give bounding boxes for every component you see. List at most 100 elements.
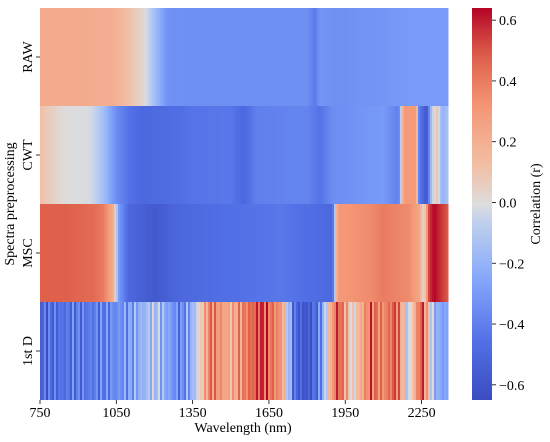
heatmap-cell bbox=[70, 106, 73, 204]
heatmap-cell bbox=[116, 106, 119, 204]
heatmap-cell bbox=[226, 204, 229, 302]
heatmap-cell bbox=[222, 106, 225, 204]
heatmap-cell bbox=[412, 204, 415, 302]
heatmap-cell bbox=[142, 204, 145, 302]
heatmap-cell bbox=[316, 204, 319, 302]
heatmap-cell bbox=[364, 8, 367, 106]
heatmap-cell bbox=[174, 8, 177, 106]
heatmap-cell bbox=[342, 8, 345, 106]
heatmap-cell bbox=[120, 302, 123, 400]
heatmap-cell bbox=[258, 302, 261, 400]
heatmap-cell bbox=[88, 204, 91, 302]
heatmap-cell bbox=[168, 302, 171, 400]
heatmap-cell bbox=[254, 204, 257, 302]
heatmap-cell bbox=[132, 106, 135, 204]
heatmap-cell bbox=[398, 8, 401, 106]
heatmap-cell bbox=[152, 8, 155, 106]
heatmap-cell bbox=[238, 106, 241, 204]
heatmap-cell bbox=[132, 8, 135, 106]
heatmap-cell bbox=[218, 8, 221, 106]
heatmap-cell bbox=[176, 8, 179, 106]
heatmap-cell bbox=[434, 302, 437, 400]
heatmap-cell bbox=[182, 8, 185, 106]
heatmap-cell bbox=[442, 302, 445, 400]
heatmap-cell bbox=[278, 204, 281, 302]
heatmap-cell bbox=[340, 106, 343, 204]
heatmap-cell bbox=[116, 302, 119, 400]
heatmap-cell bbox=[372, 302, 375, 400]
x-tick-label: 750 bbox=[30, 406, 51, 421]
heatmap-cell bbox=[274, 106, 277, 204]
heatmap-cell bbox=[414, 106, 417, 204]
heatmap-cell bbox=[78, 8, 81, 106]
heatmap-cell bbox=[158, 106, 161, 204]
heatmap-cell bbox=[382, 106, 385, 204]
heatmap-cell bbox=[156, 106, 159, 204]
heatmap-cell bbox=[66, 106, 69, 204]
heatmap-cell bbox=[252, 8, 255, 106]
heatmap-cell bbox=[414, 204, 417, 302]
heatmap-cell bbox=[52, 106, 55, 204]
heatmap-cell bbox=[290, 204, 293, 302]
heatmap-cell bbox=[338, 204, 341, 302]
heatmap-cell bbox=[408, 106, 411, 204]
heatmap-cell bbox=[192, 106, 195, 204]
heatmap-cell bbox=[240, 302, 243, 400]
heatmap-cell bbox=[234, 106, 237, 204]
heatmap-cell bbox=[268, 302, 271, 400]
heatmap-cell bbox=[338, 8, 341, 106]
heatmap-cell bbox=[156, 8, 159, 106]
heatmap-cell bbox=[180, 8, 183, 106]
heatmap-cell bbox=[264, 8, 267, 106]
heatmap-cell bbox=[424, 204, 427, 302]
heatmap-cell bbox=[40, 204, 43, 302]
heatmap-cell bbox=[444, 106, 447, 204]
heatmap-cell bbox=[244, 204, 247, 302]
heatmap-cell bbox=[72, 302, 75, 400]
heatmap-cell bbox=[44, 106, 47, 204]
heatmap-cell bbox=[154, 204, 157, 302]
heatmap-cell bbox=[110, 302, 113, 400]
heatmap-cell bbox=[266, 106, 269, 204]
heatmap-cell bbox=[438, 106, 441, 204]
heatmap-cell bbox=[204, 302, 207, 400]
heatmap-cell bbox=[110, 8, 113, 106]
heatmap-cell bbox=[304, 204, 307, 302]
heatmap-cell bbox=[50, 302, 53, 400]
heatmap-cell bbox=[106, 8, 109, 106]
heatmap-cell bbox=[198, 204, 201, 302]
heatmap-cell bbox=[78, 204, 81, 302]
heatmap-cell bbox=[296, 8, 299, 106]
heatmap-cell bbox=[278, 302, 281, 400]
heatmap-cell bbox=[312, 106, 315, 204]
heatmap-cell bbox=[346, 8, 349, 106]
heatmap-cell bbox=[400, 302, 403, 400]
heatmap-cell bbox=[184, 204, 187, 302]
heatmap-cell bbox=[42, 8, 45, 106]
heatmap-cell bbox=[116, 8, 119, 106]
heatmap-cell bbox=[100, 302, 103, 400]
heatmap-cell bbox=[362, 8, 365, 106]
heatmap-cell bbox=[176, 204, 179, 302]
heatmap-cell bbox=[352, 8, 355, 106]
heatmap-cell bbox=[402, 106, 405, 204]
heatmap-cell bbox=[64, 8, 67, 106]
heatmap-cell bbox=[428, 106, 431, 204]
heatmap-cell bbox=[428, 8, 431, 106]
heatmap-cell bbox=[302, 204, 305, 302]
heatmap-cell bbox=[202, 8, 205, 106]
heatmap-cell bbox=[108, 204, 111, 302]
heatmap-cell bbox=[76, 8, 79, 106]
heatmap-cell bbox=[52, 204, 55, 302]
heatmap-cell bbox=[256, 106, 259, 204]
heatmap-cell bbox=[86, 204, 89, 302]
heatmap-cell bbox=[444, 302, 447, 400]
heatmap-cell bbox=[326, 302, 329, 400]
heatmap-cell bbox=[180, 302, 183, 400]
heatmap-cell bbox=[406, 106, 409, 204]
heatmap-cell bbox=[234, 302, 237, 400]
heatmap-cell bbox=[296, 204, 299, 302]
heatmap-cell bbox=[284, 106, 287, 204]
heatmap-cell bbox=[230, 8, 233, 106]
heatmap-cell bbox=[164, 8, 167, 106]
